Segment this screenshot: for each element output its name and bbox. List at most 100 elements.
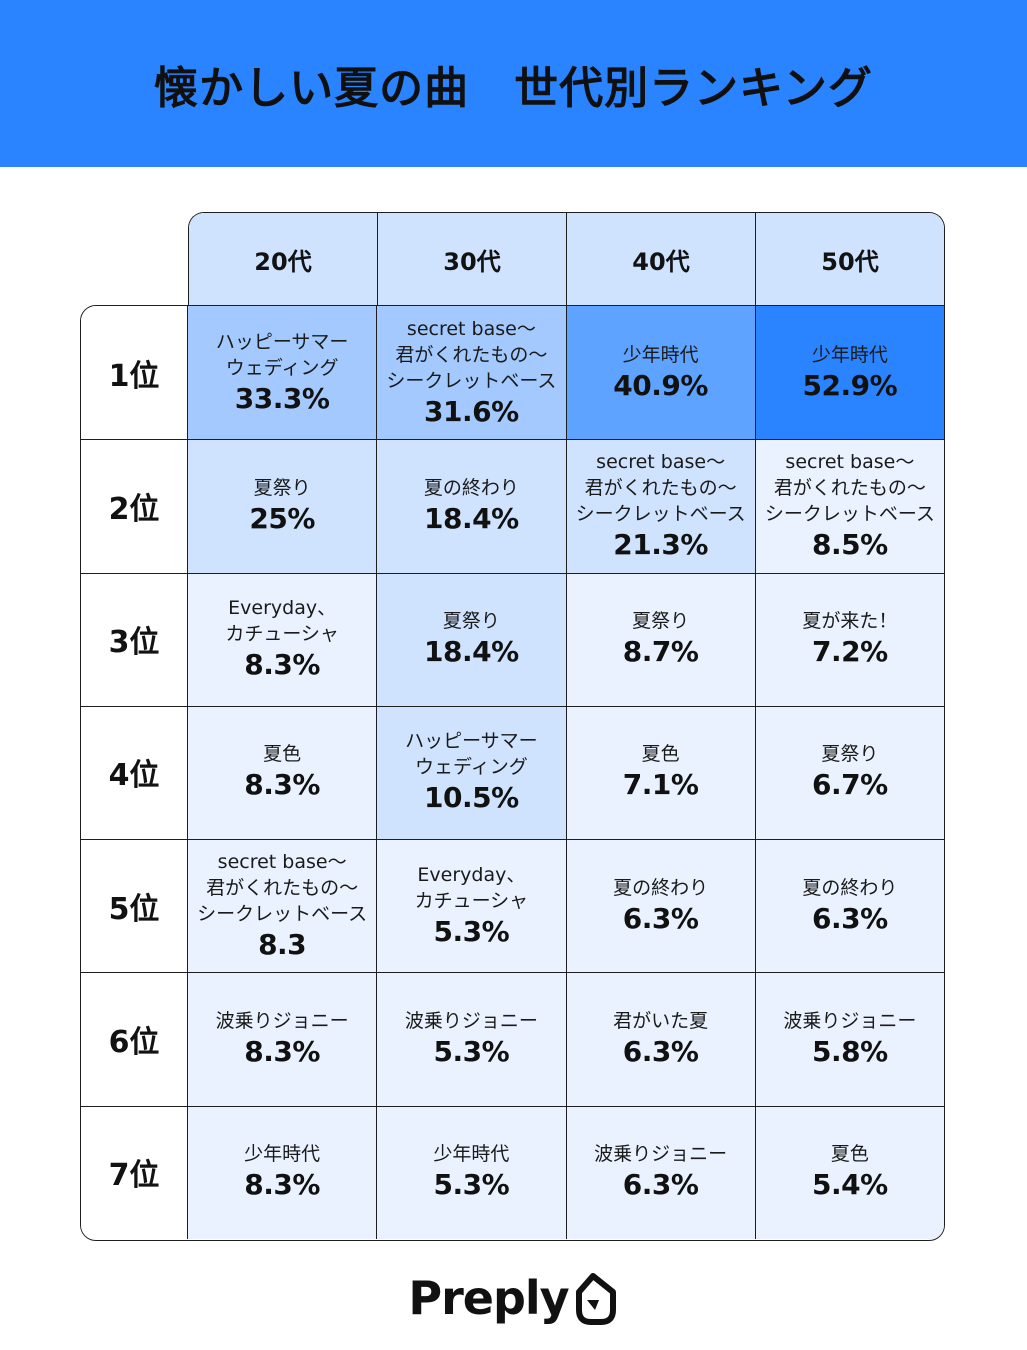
song-title: 夏祭り — [442, 610, 500, 633]
song-title: ハッピーサマー ウェディング — [405, 730, 538, 779]
song-title: 波乗りジョニー — [215, 1010, 349, 1033]
percentage-label: 6.3% — [622, 901, 699, 935]
song-title: 夏の終わり — [613, 876, 709, 899]
song-title: 波乗りジョニー — [594, 1143, 728, 1166]
percentage-label: 52.9% — [802, 368, 898, 402]
rank-label: 7位 — [81, 1105, 188, 1239]
song-title: 夏祭り — [632, 610, 690, 633]
ranking-cell: 少年時代 8.3% — [188, 1105, 378, 1239]
column-header: 50代 — [756, 213, 944, 305]
ranking-cell: Everyday、 カチューシャ 5.3% — [377, 839, 567, 973]
ranking-cell: 夏色 7.1% — [566, 705, 756, 840]
column-headers: 20代 30代 40代 50代 — [188, 212, 945, 305]
table-row: 1位 ハッピーサマー ウェディング 33.3% secret base〜 君がくれたも… — [81, 306, 944, 440]
row-divider — [81, 572, 944, 574]
percentage-label: 5.3% — [433, 1035, 510, 1069]
song-title: secret base〜 君がくれたもの〜 シークレットベース — [197, 850, 368, 925]
table-row: 5位 secret base〜 君がくれたもの〜 シークレットベース 8.3 Ever… — [81, 839, 944, 973]
percentage-label: 33.3% — [234, 381, 330, 415]
song-title: secret base〜 君がくれたもの〜 シークレットベース — [575, 450, 746, 525]
song-title: 少年時代 — [811, 343, 888, 366]
ranking-cell: ハッピーサマー ウェディング 33.3% — [188, 306, 378, 440]
percentage-label: 21.3% — [613, 527, 708, 561]
ranking-cell: 波乗りジョニー 6.3% — [566, 1105, 756, 1239]
percentage-label: 6.7% — [812, 768, 888, 802]
preply-bird-icon — [575, 1273, 616, 1325]
column-header: 40代 — [567, 213, 756, 305]
percentage-label: 31.6% — [424, 394, 519, 428]
column-header: 20代 — [189, 213, 378, 305]
song-title: secret base〜 君がくれたもの〜 シークレットベース — [386, 317, 557, 392]
percentage-label: 6.3% — [622, 1035, 699, 1069]
row-divider — [81, 439, 944, 441]
ranking-cell: 夏祭り 6.7% — [755, 705, 944, 840]
song-title: 君がいた夏 — [613, 1010, 709, 1033]
song-title: 夏祭り — [821, 743, 879, 766]
song-title: ハッピーサマー ウェディング — [215, 330, 349, 379]
song-title: 夏の終わり — [423, 476, 519, 499]
preply-logo: Preply — [0, 1262, 1027, 1334]
ranking-cell: 夏の終わり 6.3% — [566, 839, 756, 973]
ranking-cell: 夏祭り 25% — [188, 439, 378, 573]
percentage-label: 8.5% — [812, 527, 888, 561]
ranking-cell: 夏色 5.4% — [755, 1105, 944, 1239]
percentage-label: 25% — [249, 501, 315, 535]
ranking-cell: 夏祭り 8.7% — [566, 572, 756, 706]
rank-label: 6位 — [81, 972, 188, 1106]
rank-label: 3位 — [81, 572, 188, 706]
ranking-cell: 夏が来た！ 7.2% — [755, 572, 944, 706]
song-title: 波乗りジョニー — [783, 1010, 917, 1033]
ranking-cell: secret base〜 君がくれたもの〜 シークレットベース 21.3% — [566, 439, 756, 573]
percentage-label: 8.7% — [622, 635, 699, 669]
table-row: 7位 少年時代 8.3% 少年時代 5.3% 波乗りジョニー 6.3% 夏色 5.4% — [81, 1105, 944, 1239]
table-row: 3位 Everyday、 カチューシャ 8.3% 夏祭り 18.4% 夏祭り 8.7% 夏が来… — [81, 572, 944, 706]
row-divider — [81, 839, 944, 841]
rank-label: 1位 — [81, 306, 188, 440]
ranking-cell: 少年時代 40.9% — [566, 306, 756, 440]
percentage-label: 7.2% — [812, 635, 888, 669]
ranking-cell: secret base〜 君がくれたもの〜 シークレットベース 8.3 — [188, 839, 378, 973]
song-title: Everyday、 カチューシャ — [225, 597, 339, 646]
song-title: Everyday、 カチューシャ — [414, 863, 529, 912]
percentage-label: 6.3% — [812, 901, 888, 935]
percentage-label: 7.1% — [622, 768, 699, 802]
percentage-label: 5.4% — [812, 1168, 888, 1202]
song-title: 少年時代 — [622, 343, 699, 366]
row-divider — [81, 972, 944, 974]
ranking-cell: secret base〜 君がくれたもの〜 シークレットベース 8.5% — [755, 439, 944, 573]
page-title: 懐かしい夏の曲 世代別ランキング — [154, 62, 873, 114]
song-title: 夏が来た！ — [802, 610, 898, 633]
ranking-cell: 夏の終わり 6.3% — [755, 839, 944, 973]
ranking-cell: ハッピーサマー ウェディング 10.5% — [377, 705, 567, 840]
rank-label: 4位 — [81, 705, 188, 840]
row-divider — [81, 705, 944, 707]
song-title: 夏色 — [830, 1143, 869, 1166]
percentage-label: 6.3% — [622, 1168, 699, 1202]
percentage-label: 5.3% — [433, 914, 510, 948]
percentage-label: 10.5% — [424, 781, 519, 815]
row-divider — [81, 1105, 944, 1107]
ranking-cell: 少年時代 5.3% — [377, 1105, 567, 1239]
ranking-cell: 夏の終わり 18.4% — [377, 439, 567, 573]
percentage-label: 8.3 — [258, 927, 307, 961]
percentage-label: 18.4% — [424, 635, 519, 669]
song-title: 夏色 — [263, 743, 302, 766]
ranking-cell: 波乗りジョニー 8.3% — [188, 972, 378, 1106]
percentage-label: 18.4% — [424, 501, 519, 535]
rank-label: 2位 — [81, 439, 188, 573]
ranking-cell: secret base〜 君がくれたもの〜 シークレットベース 31.6% — [377, 306, 567, 440]
ranking-cell: 夏祭り 18.4% — [377, 572, 567, 706]
percentage-label: 5.8% — [812, 1035, 888, 1069]
song-title: 少年時代 — [244, 1143, 321, 1166]
percentage-label: 8.3% — [244, 648, 320, 682]
song-title: secret base〜 君がくれたもの〜 シークレットベース — [764, 450, 935, 525]
percentage-label: 8.3% — [244, 1168, 320, 1202]
song-title: 波乗りジョニー — [404, 1010, 538, 1033]
rank-label: 5位 — [81, 839, 188, 973]
percentage-label: 8.3% — [244, 768, 320, 802]
song-title: 夏色 — [641, 743, 680, 766]
logo-wordmark: Preply — [408, 1271, 569, 1325]
header-banner: 懐かしい夏の曲 世代別ランキング — [0, 0, 1027, 167]
ranking-cell: 君がいた夏 6.3% — [566, 972, 756, 1106]
song-title: 少年時代 — [433, 1143, 510, 1166]
